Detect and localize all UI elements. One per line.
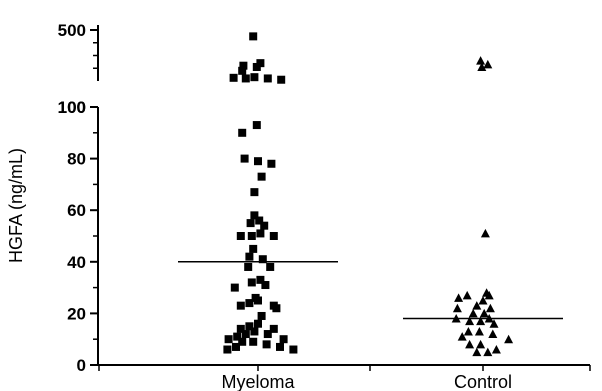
data-point-square	[260, 221, 269, 230]
data-point-square	[269, 324, 278, 333]
data-point-square	[236, 232, 245, 240]
data-point-square	[257, 311, 266, 320]
y-tick-label: 60	[67, 201, 86, 220]
y-tick-label: 20	[67, 304, 86, 323]
data-point-square	[232, 342, 240, 351]
data-point-triangle	[474, 326, 484, 336]
data-point-square	[279, 335, 288, 344]
data-point-square	[250, 327, 259, 336]
data-point-square	[269, 232, 278, 240]
data-point-triangle	[472, 347, 482, 357]
data-point-square	[250, 73, 259, 82]
data-point-triangle	[484, 290, 494, 300]
data-point-triangle	[457, 332, 467, 341]
data-point-square	[277, 75, 286, 84]
data-point-square	[249, 244, 258, 253]
data-point-square	[255, 216, 264, 225]
data-point-square	[256, 229, 265, 238]
data-point-square	[252, 121, 261, 130]
data-point-triangle	[468, 308, 478, 318]
data-point-triangle	[485, 303, 495, 313]
data-point-square	[252, 62, 261, 71]
data-point-square	[263, 74, 272, 83]
data-point-triangle	[463, 326, 473, 336]
data-point-square	[236, 301, 245, 310]
data-point-triangle	[452, 303, 462, 313]
data-point-triangle	[477, 62, 487, 71]
data-point-square	[240, 154, 249, 163]
data-point-triangle	[478, 296, 488, 305]
data-point-square	[249, 32, 258, 41]
data-point-square	[238, 128, 247, 137]
data-point-square	[230, 283, 239, 292]
data-point-square	[256, 275, 265, 284]
data-point-triangle	[476, 339, 486, 349]
data-point-square	[239, 61, 248, 70]
data-point-triangle	[480, 228, 490, 238]
data-point-triangle	[454, 293, 464, 302]
data-point-square	[262, 340, 271, 349]
data-point-triangle	[476, 316, 486, 326]
data-point-triangle	[504, 334, 514, 344]
data-point-square	[244, 262, 253, 271]
data-point-triangle	[483, 59, 493, 69]
data-point-square	[224, 335, 233, 344]
data-point-square	[247, 232, 256, 240]
data-point-square	[246, 219, 255, 228]
data-point-square	[236, 324, 245, 333]
data-point-triangle	[479, 308, 489, 318]
data-point-square	[229, 73, 238, 82]
data-point-square	[250, 211, 259, 220]
data-point-square	[254, 296, 262, 305]
data-point-triangle	[491, 345, 501, 354]
y-tick-label-upper: 500	[58, 21, 86, 40]
data-point-square	[276, 342, 284, 351]
data-point-triangle	[483, 347, 493, 357]
data-point-square	[233, 332, 242, 341]
data-point-square	[245, 299, 254, 308]
data-point-square	[250, 188, 259, 197]
y-tick-label: 40	[67, 253, 86, 272]
data-point-square	[241, 74, 250, 83]
data-point-square	[245, 252, 254, 261]
data-points	[223, 32, 514, 357]
data-point-square	[249, 337, 258, 346]
x-category-label: Control	[454, 372, 512, 391]
data-point-square	[254, 319, 262, 328]
data-point-triangle	[476, 56, 486, 65]
data-point-square	[289, 345, 298, 354]
data-point-square	[263, 330, 272, 339]
y-tick-label: 80	[67, 150, 86, 169]
data-point-triangle	[462, 290, 472, 300]
data-point-square	[238, 66, 247, 75]
labels: HGFA (ng/mL) Myeloma Control	[6, 148, 512, 391]
x-category-label: Myeloma	[221, 372, 295, 391]
data-point-square	[223, 345, 232, 354]
data-point-square	[254, 157, 262, 166]
data-point-square	[272, 304, 281, 313]
median-lines	[178, 261, 563, 320]
data-point-triangle	[489, 319, 499, 328]
data-point-square	[247, 278, 256, 287]
y-tick-label-upper: 100	[58, 98, 86, 117]
data-point-square	[258, 255, 267, 264]
data-point-square	[245, 322, 254, 331]
data-point-square	[266, 262, 275, 271]
data-point-square	[238, 337, 247, 346]
y-axis-title: HGFA (ng/mL)	[6, 148, 26, 263]
y-tick-label: 0	[77, 356, 86, 375]
data-point-square	[257, 172, 266, 181]
data-point-square	[261, 281, 270, 290]
data-point-triangle	[472, 301, 482, 310]
data-point-triangle	[465, 339, 475, 349]
data-point-triangle	[488, 329, 498, 339]
data-point-square	[241, 330, 250, 339]
y-tick-label: 100	[58, 98, 86, 117]
data-point-square	[267, 159, 276, 168]
data-point-triangle	[465, 316, 475, 326]
